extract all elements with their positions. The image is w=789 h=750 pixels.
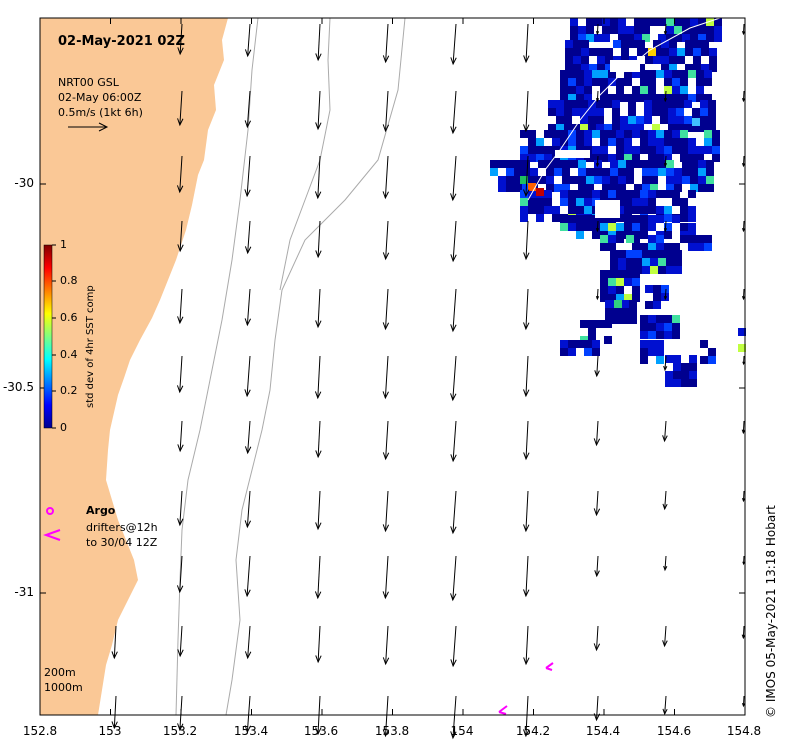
x-tick-label: 153.6 <box>303 724 339 738</box>
x-tick-label: 153 <box>98 724 122 738</box>
axis-ticks <box>39 18 746 715</box>
velocity-scale-label: 0.5m/s (1kt 6h) <box>58 106 143 119</box>
y-tick-label: -31 <box>14 585 34 599</box>
argo-label: Argo <box>86 504 116 517</box>
colorbar-label: std dev of 4hr SST comp <box>85 285 96 408</box>
x-tick-label: 154.6 <box>656 724 692 738</box>
x-tick-label: 154.8 <box>726 724 762 738</box>
velocity-scale-arrow <box>68 122 109 132</box>
x-tick-label: 154.4 <box>585 724 621 738</box>
drifter-marker <box>545 662 554 671</box>
x-tick-label: 153.2 <box>162 724 198 738</box>
x-tick-label: 153.8 <box>374 724 410 738</box>
drifter-track <box>527 17 721 201</box>
x-tick-label: 153.4 <box>233 724 269 738</box>
y-tick-label: -30.5 <box>2 380 34 394</box>
drifters-label: drifters@12h <box>86 521 158 534</box>
velocity-time: 02-May 06:00Z <box>58 91 142 104</box>
y-tick-label: -30 <box>14 176 34 190</box>
drifter-marker <box>498 705 508 715</box>
colorbar-tick: 0.8 <box>60 274 78 287</box>
sst-stddev-field <box>490 18 746 387</box>
land-mass <box>40 18 228 715</box>
velocity-source: NRT00 GSL <box>58 76 119 89</box>
x-tick-label: 154.2 <box>515 724 551 738</box>
colorbar-tick: 0 <box>60 421 67 434</box>
colorbar-tick: 0.2 <box>60 384 78 397</box>
colorbar-tick: 0.6 <box>60 311 78 324</box>
contour-200m-label: 200m <box>44 666 76 679</box>
argo-symbol-icon <box>46 507 54 515</box>
colorbar <box>43 244 53 429</box>
contour-1000m-label: 1000m <box>44 681 83 694</box>
colorbar-ticks <box>52 244 56 429</box>
contour-200m <box>175 17 259 716</box>
drifters-sublabel: to 30/04 12Z <box>86 536 158 549</box>
drifter-symbol-icon <box>43 529 61 541</box>
colorbar-tick: 0.4 <box>60 348 78 361</box>
map-datetime: 02-May-2021 02Z <box>58 34 185 49</box>
velocity-arrows <box>111 23 746 740</box>
credit-text: © IMOS 05-May-2021 13:18 Hobart <box>764 505 778 718</box>
contour-1000m <box>225 17 406 716</box>
x-tick-label: 154 <box>450 724 474 738</box>
colorbar-tick: 1 <box>60 238 67 251</box>
x-tick-label: 152.8 <box>22 724 58 738</box>
